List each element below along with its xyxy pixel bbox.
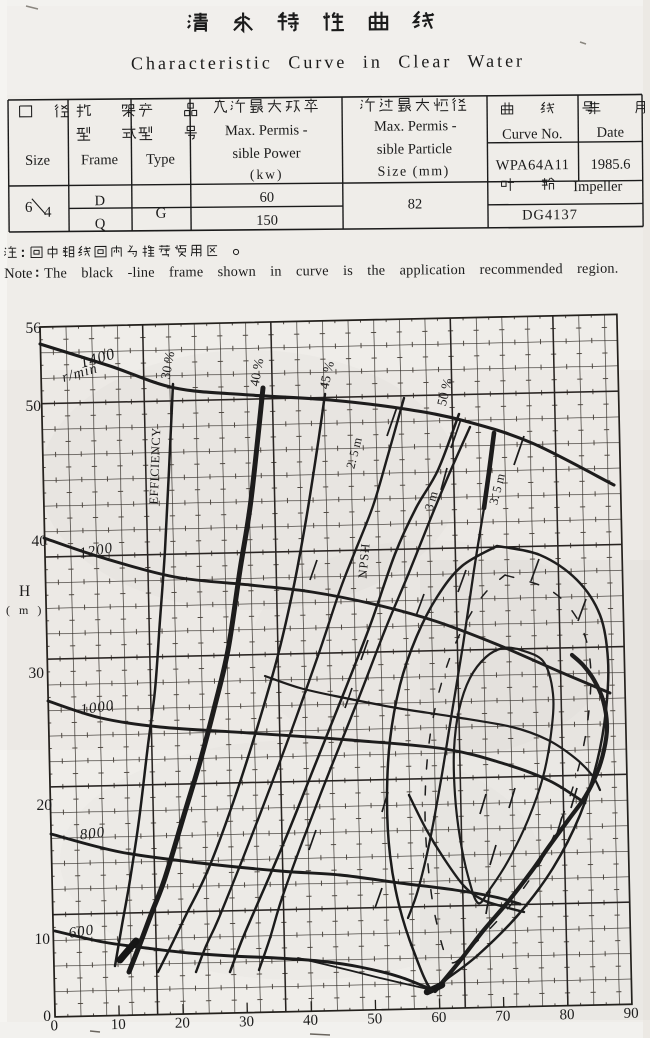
svg-text:3 m: 3 m <box>422 490 441 512</box>
svg-text:0: 0 <box>43 1008 51 1025</box>
svg-text:60: 60 <box>431 1010 446 1026</box>
svg-text:NPSH: NPSH <box>355 542 372 579</box>
svg-text:50 %: 50 % <box>434 376 455 407</box>
svg-text:Max. Permis -: Max. Permis - <box>374 118 457 135</box>
svg-text:DG4137: DG4137 <box>522 207 578 223</box>
svg-text:10: 10 <box>35 931 51 948</box>
svg-text:sible Power: sible Power <box>232 145 300 162</box>
svg-text:Max. Permis -: Max. Permis - <box>225 122 308 139</box>
svg-text:4: 4 <box>44 205 52 221</box>
svg-text:1000: 1000 <box>79 698 115 719</box>
svg-text:0: 0 <box>50 1018 58 1034</box>
svg-text:90: 90 <box>623 1006 638 1022</box>
svg-text:1985.6: 1985.6 <box>591 157 631 173</box>
svg-text:82: 82 <box>408 196 423 212</box>
svg-text:80: 80 <box>559 1007 574 1023</box>
svg-text:6: 6 <box>25 200 33 216</box>
svg-text:1200: 1200 <box>78 540 114 562</box>
svg-text:( m ): ( m ) <box>6 603 44 617</box>
svg-text:Curve No.: Curve No. <box>502 126 563 143</box>
svg-text:EFFICIENCY: EFFICIENCY <box>147 427 164 505</box>
svg-text:56: 56 <box>26 320 42 337</box>
svg-text:40: 40 <box>303 1013 318 1029</box>
svg-text:50: 50 <box>26 398 42 415</box>
svg-text:(kw): (kw) <box>250 167 284 182</box>
svg-text:50: 50 <box>367 1011 382 1027</box>
svg-text:40 %: 40 % <box>247 357 267 387</box>
svg-text:WPA64A11: WPA64A11 <box>496 157 570 174</box>
svg-text:10: 10 <box>111 1017 126 1033</box>
svg-text:30: 30 <box>29 665 45 682</box>
svg-text:Impeller: Impeller <box>573 179 622 195</box>
svg-text:150: 150 <box>256 213 278 229</box>
svg-text:20: 20 <box>37 797 53 814</box>
svg-text:The black -line frame shown in: The black -line frame shown in curve is … <box>44 261 618 282</box>
svg-text:800: 800 <box>79 825 106 844</box>
svg-text:30: 30 <box>239 1014 254 1030</box>
svg-text:Size: Size <box>25 153 50 169</box>
svg-text:30 %: 30 % <box>158 350 178 380</box>
svg-text:H: H <box>19 583 30 600</box>
svg-text:Q: Q <box>95 216 106 232</box>
svg-text:Characteristic Curve in Clear: Characteristic Curve in Clear Water <box>131 51 525 74</box>
svg-text:60: 60 <box>260 190 275 206</box>
svg-text:Frame: Frame <box>81 152 118 168</box>
svg-text:600: 600 <box>68 922 95 941</box>
svg-text:70: 70 <box>495 1008 510 1024</box>
svg-text:G: G <box>156 206 167 222</box>
svg-text:Type: Type <box>146 152 175 168</box>
svg-text:Date: Date <box>597 125 625 141</box>
svg-text:45 %: 45 % <box>316 360 337 391</box>
svg-text:D: D <box>95 193 106 209</box>
svg-text:Note: Note <box>4 266 32 282</box>
svg-text:20: 20 <box>175 1015 190 1031</box>
svg-text:sible Particle: sible Particle <box>377 141 452 158</box>
svg-text:Size (mm): Size (mm) <box>377 164 449 180</box>
